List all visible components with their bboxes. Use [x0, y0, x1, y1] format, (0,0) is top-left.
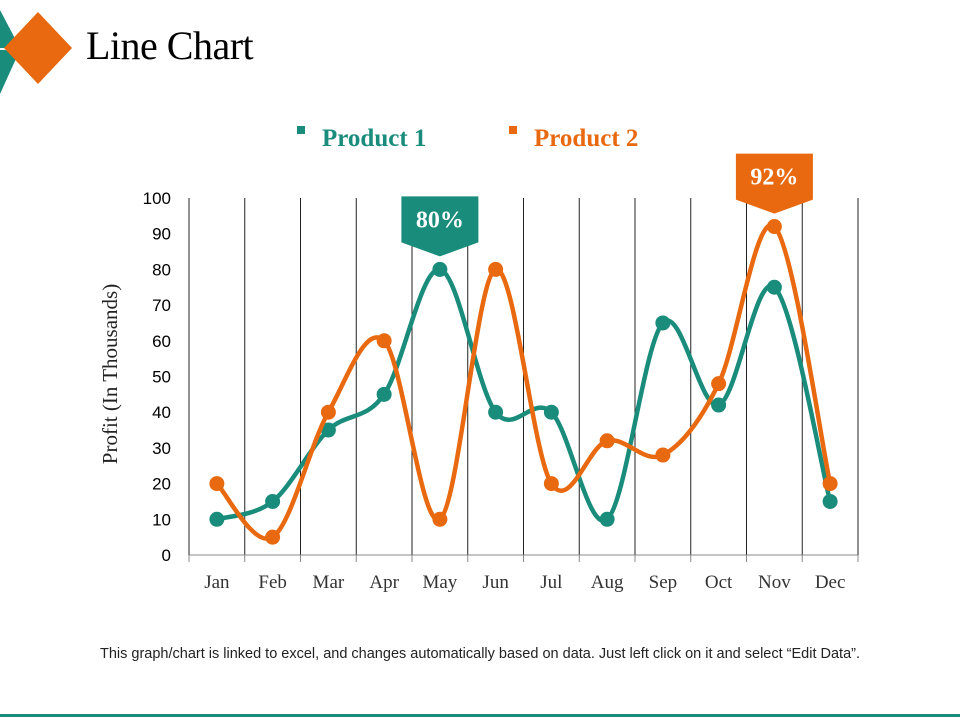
data-point-product-2	[265, 529, 281, 545]
teal-triangle-bottom	[0, 50, 20, 94]
y-tick-label: 70	[152, 296, 171, 315]
callout-flag	[401, 196, 479, 257]
data-point-product-1	[711, 397, 727, 413]
y-tick-label: 30	[152, 439, 171, 458]
data-point-product-2	[822, 476, 838, 492]
data-point-product-1	[822, 493, 838, 509]
legend-marker-product-1	[297, 126, 305, 134]
x-tick-label: Oct	[705, 572, 733, 593]
x-tick-label: Jul	[540, 572, 562, 593]
data-point-product-2	[209, 476, 225, 492]
data-point-product-2	[376, 333, 392, 349]
data-point-product-2	[320, 404, 336, 420]
y-tick-label: 80	[152, 260, 171, 279]
series-line-product-1	[214, 267, 833, 523]
data-point-product-2	[711, 376, 727, 392]
y-tick-label: 50	[152, 368, 171, 387]
data-point-product-1	[376, 386, 392, 402]
y-tick-label: 0	[162, 546, 171, 565]
y-tick-label: 60	[152, 332, 171, 351]
x-tick-label: Feb	[258, 572, 287, 593]
x-tick-label: Apr	[369, 572, 399, 593]
y-tick-label: 20	[152, 475, 171, 494]
data-point-product-2	[766, 219, 782, 235]
data-point-product-2	[432, 511, 448, 527]
series-line-product-2	[214, 222, 833, 541]
data-point-product-1	[599, 511, 615, 527]
x-tick-label: Jan	[204, 572, 230, 593]
data-point-product-2	[655, 447, 671, 463]
x-tick-label: Aug	[591, 572, 624, 593]
y-axis-label: Profit (In Thousands)	[98, 284, 122, 464]
callout-label: 92%	[750, 165, 798, 191]
y-tick-label: 100	[143, 189, 171, 208]
page-title: Line Chart	[86, 23, 254, 68]
data-point-product-1	[488, 404, 504, 420]
callout-label: 80%	[416, 207, 464, 233]
data-point-product-1	[655, 315, 671, 331]
data-point-product-1	[543, 404, 559, 420]
y-tick-label: 10	[152, 510, 171, 529]
x-tick-label: Sep	[649, 572, 678, 593]
data-point-product-2	[543, 476, 559, 492]
x-tick-label: Dec	[815, 572, 846, 593]
data-point-product-1	[265, 493, 281, 509]
data-point-product-1	[766, 279, 782, 295]
y-tick-label: 40	[152, 403, 171, 422]
callout-flag	[735, 153, 813, 214]
data-point-product-2	[488, 261, 504, 277]
footnote: This graph/chart is linked to excel, and…	[99, 646, 861, 662]
orange-diamond-icon	[4, 12, 72, 84]
data-point-product-2	[599, 433, 615, 449]
x-tick-label: Nov	[758, 572, 791, 593]
x-tick-label: Jun	[482, 572, 509, 593]
legend-marker-product-2	[509, 126, 517, 134]
legend-label-product-1: Product 1	[322, 125, 426, 152]
bottom-rule	[0, 714, 960, 717]
data-point-product-1	[209, 511, 225, 527]
legend-label-product-2: Product 2	[534, 125, 638, 152]
y-tick-label: 90	[152, 225, 171, 244]
data-point-product-1	[320, 422, 336, 438]
x-tick-label: May	[422, 572, 457, 593]
x-tick-label: Mar	[313, 572, 345, 593]
data-point-product-1	[432, 261, 448, 277]
